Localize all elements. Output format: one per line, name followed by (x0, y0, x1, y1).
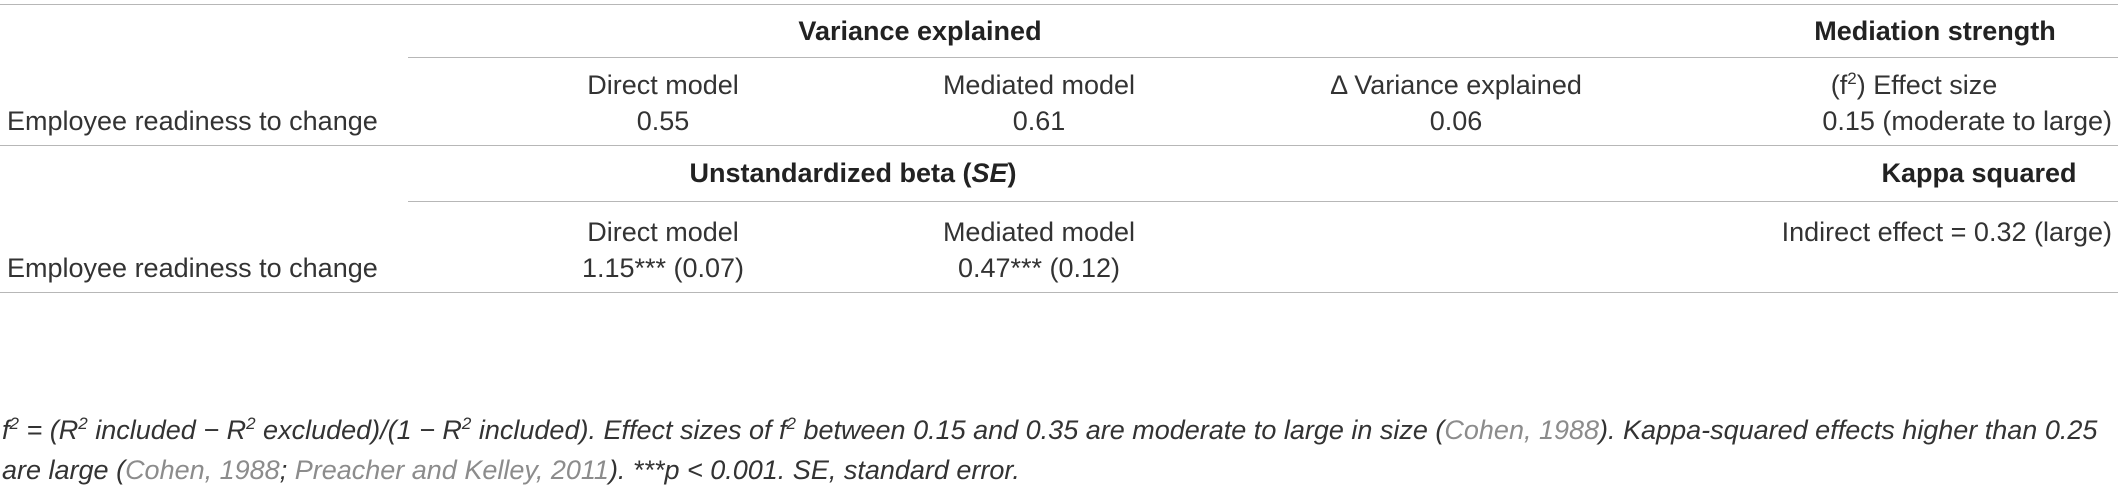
fn-f: f (2, 415, 10, 445)
mediation-strength-header: Mediation strength (1814, 16, 2056, 46)
row1-mediated-value: 0.61 (1012, 106, 1066, 136)
effect-size-open: (f (1830, 70, 1848, 100)
row2-label: Employee readiness to change (7, 253, 378, 283)
fn-p8: ). ***p < 0.001. SE, standard error. (608, 455, 1020, 485)
delta-variance-subheader: Δ Variance explained (1330, 70, 1582, 100)
citation-link-cohen-2[interactable]: Cohen, 1988 (125, 455, 280, 485)
unstandardized-beta-header: Unstandardized beta (SE) (689, 158, 1016, 189)
effect-size-subheader: (f2) Effect size (1831, 70, 1998, 101)
beta-header-prefix: Unstandardized beta ( (689, 158, 972, 188)
mediated-model-subheader: Mediated model (942, 70, 1136, 100)
row1-direct-value: 0.55 (636, 106, 690, 136)
table-footnote: f2 = (R2 included − R2 excluded)/(1 − R2… (2, 410, 2112, 490)
section-rule (0, 145, 2118, 146)
fn-p4: included). Effect sizes of f (471, 415, 787, 445)
row2-direct-value: 1.15*** (0.07) (581, 253, 745, 283)
fn-p3: excluded)/(1 − R (255, 415, 462, 445)
bottom-rule (0, 292, 2118, 293)
direct-model-subheader-2: Direct model (587, 217, 739, 247)
fn-p7: ; (279, 455, 295, 485)
beta-header-suffix: ) (1007, 158, 1017, 188)
row2-mediated-value: 0.47*** (0.12) (957, 253, 1121, 283)
direct-model-subheader: Direct model (587, 70, 739, 100)
fn-sup-1: 2 (9, 414, 19, 433)
effect-size-close: ) Effect size (1856, 70, 1998, 100)
effect-size-sup: 2 (1847, 69, 1857, 88)
header-rule-1 (408, 57, 2118, 58)
fn-p5: between 0.15 and 0.35 are moderate to la… (795, 415, 1445, 445)
fn-sup-5: 2 (786, 414, 796, 433)
kappa-squared-header: Kappa squared (1881, 158, 2077, 188)
fn-p1: = (R (18, 415, 79, 445)
variance-explained-header: Variance explained (798, 16, 1042, 46)
indirect-effect-value: Indirect effect = 0.32 (large) (1781, 217, 2112, 247)
fn-p2: included − R (87, 415, 247, 445)
row1-delta-value: 0.06 (1429, 106, 1483, 136)
fn-sup-2: 2 (78, 414, 88, 433)
citation-link-cohen-1[interactable]: Cohen, 1988 (1444, 415, 1600, 445)
header-rule-2 (408, 201, 2118, 202)
top-rule (0, 4, 2118, 5)
citation-link-preacher-kelley[interactable]: Preacher and Kelley, 2011 (294, 455, 609, 485)
fn-sup-3: 2 (246, 414, 256, 433)
fn-p6: ). Kappa-squared effects higher than 0.2… (2, 415, 2098, 485)
fn-sup-4: 2 (461, 414, 472, 433)
row1-label: Employee readiness to change (7, 106, 378, 136)
beta-header-se: SE (971, 158, 1008, 188)
mediated-model-subheader-2: Mediated model (942, 217, 1136, 247)
row1-effect-value: 0.15 (moderate to large) (1822, 106, 2112, 136)
